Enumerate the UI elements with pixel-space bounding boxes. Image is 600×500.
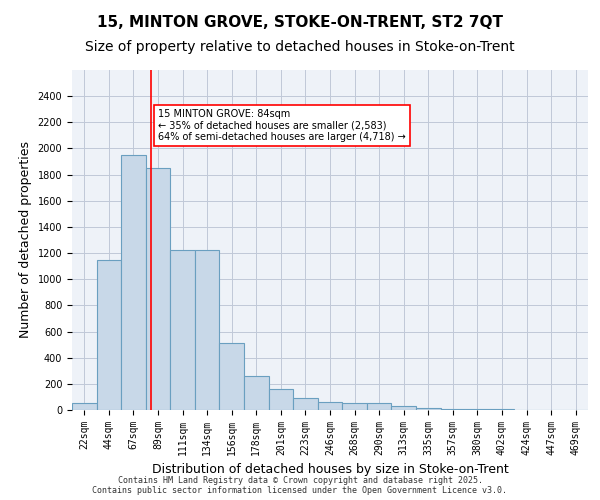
- Bar: [72, 404, 97, 410]
- Bar: [195, 250, 220, 410]
- Bar: [440, 408, 465, 410]
- Bar: [121, 155, 146, 410]
- Bar: [391, 406, 416, 410]
- Y-axis label: Number of detached properties: Number of detached properties: [19, 142, 32, 338]
- Bar: [220, 344, 244, 410]
- Bar: [367, 403, 391, 410]
- Bar: [342, 403, 367, 410]
- Bar: [97, 260, 121, 410]
- Bar: [416, 408, 440, 410]
- Bar: [146, 168, 170, 410]
- Text: 15, MINTON GROVE, STOKE-ON-TRENT, ST2 7QT: 15, MINTON GROVE, STOKE-ON-TRENT, ST2 7Q…: [97, 15, 503, 30]
- Bar: [318, 402, 342, 410]
- Bar: [269, 389, 293, 410]
- Bar: [170, 250, 195, 410]
- X-axis label: Distribution of detached houses by size in Stoke-on-Trent: Distribution of detached houses by size …: [152, 464, 508, 476]
- Bar: [244, 376, 269, 410]
- Text: 15 MINTON GROVE: 84sqm
← 35% of detached houses are smaller (2,583)
64% of semi-: 15 MINTON GROVE: 84sqm ← 35% of detached…: [158, 109, 406, 142]
- Bar: [465, 409, 490, 410]
- Text: Size of property relative to detached houses in Stoke-on-Trent: Size of property relative to detached ho…: [85, 40, 515, 54]
- Text: Contains HM Land Registry data © Crown copyright and database right 2025.
Contai: Contains HM Land Registry data © Crown c…: [92, 476, 508, 495]
- Bar: [293, 398, 318, 410]
